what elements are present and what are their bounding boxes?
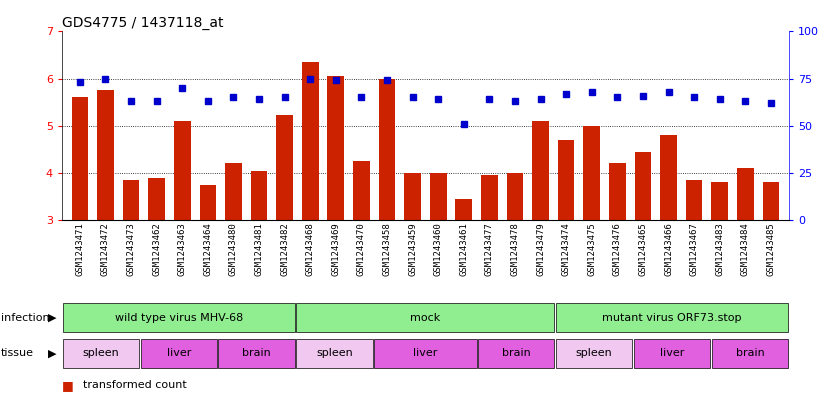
- Text: ▶: ▶: [48, 348, 56, 358]
- Bar: [149, 178, 165, 220]
- Text: GSM1243480: GSM1243480: [229, 222, 238, 276]
- Bar: [140, 339, 217, 368]
- Text: GSM1243474: GSM1243474: [562, 222, 571, 276]
- Bar: [609, 163, 625, 220]
- Bar: [634, 152, 651, 220]
- Bar: [558, 140, 574, 220]
- Text: wild type virus MHV-68: wild type virus MHV-68: [115, 313, 243, 323]
- Text: brain: brain: [502, 348, 530, 358]
- Text: GSM1243482: GSM1243482: [280, 222, 289, 276]
- Bar: [63, 303, 295, 332]
- Bar: [478, 339, 554, 368]
- Bar: [686, 180, 702, 220]
- Bar: [374, 339, 477, 368]
- Bar: [430, 173, 447, 220]
- Text: spleen: spleen: [83, 348, 119, 358]
- Text: GSM1243465: GSM1243465: [638, 222, 648, 276]
- Bar: [277, 116, 293, 220]
- Text: GSM1243484: GSM1243484: [741, 222, 750, 276]
- Bar: [63, 339, 139, 368]
- Bar: [583, 126, 600, 220]
- Text: GSM1243467: GSM1243467: [690, 222, 699, 276]
- Text: tissue: tissue: [1, 348, 34, 358]
- Bar: [556, 303, 788, 332]
- Bar: [481, 175, 498, 220]
- Text: GSM1243466: GSM1243466: [664, 222, 673, 276]
- Bar: [378, 79, 396, 220]
- Text: GSM1243475: GSM1243475: [587, 222, 596, 276]
- Text: GSM1243471: GSM1243471: [75, 222, 84, 276]
- Bar: [97, 90, 114, 220]
- Bar: [353, 161, 370, 220]
- Bar: [712, 339, 788, 368]
- Bar: [404, 173, 421, 220]
- Text: GSM1243479: GSM1243479: [536, 222, 545, 276]
- Text: liver: liver: [167, 348, 191, 358]
- Text: GSM1243477: GSM1243477: [485, 222, 494, 276]
- Text: GSM1243464: GSM1243464: [203, 222, 212, 276]
- Text: spleen: spleen: [316, 348, 353, 358]
- Text: mutant virus ORF73.stop: mutant virus ORF73.stop: [602, 313, 742, 323]
- Bar: [174, 121, 191, 220]
- Text: spleen: spleen: [576, 348, 613, 358]
- Text: ■: ■: [62, 378, 74, 392]
- Text: ▶: ▶: [48, 313, 56, 323]
- Bar: [660, 135, 676, 220]
- Bar: [297, 339, 373, 368]
- Bar: [737, 168, 753, 220]
- Text: infection: infection: [1, 313, 50, 323]
- Text: GSM1243462: GSM1243462: [152, 222, 161, 276]
- Text: GSM1243473: GSM1243473: [126, 222, 135, 276]
- Text: mock: mock: [411, 313, 440, 323]
- Text: GSM1243460: GSM1243460: [434, 222, 443, 276]
- Text: GSM1243483: GSM1243483: [715, 222, 724, 276]
- Text: liver: liver: [660, 348, 684, 358]
- Text: brain: brain: [735, 348, 764, 358]
- Text: GSM1243485: GSM1243485: [767, 222, 776, 276]
- Bar: [123, 180, 140, 220]
- Bar: [225, 163, 242, 220]
- Bar: [711, 182, 728, 220]
- Bar: [506, 173, 524, 220]
- Text: GSM1243463: GSM1243463: [178, 222, 187, 276]
- Bar: [301, 62, 319, 220]
- Bar: [634, 339, 710, 368]
- Bar: [556, 339, 632, 368]
- Bar: [219, 339, 295, 368]
- Text: GDS4775 / 1437118_at: GDS4775 / 1437118_at: [62, 16, 224, 30]
- Bar: [762, 182, 779, 220]
- Text: GSM1243458: GSM1243458: [382, 222, 392, 276]
- Text: brain: brain: [242, 348, 271, 358]
- Text: GSM1243459: GSM1243459: [408, 222, 417, 276]
- Text: GSM1243469: GSM1243469: [331, 222, 340, 276]
- Bar: [72, 97, 88, 220]
- Bar: [251, 171, 268, 220]
- Text: GSM1243481: GSM1243481: [254, 222, 263, 276]
- Text: GSM1243476: GSM1243476: [613, 222, 622, 276]
- Text: GSM1243478: GSM1243478: [510, 222, 520, 276]
- Text: liver: liver: [413, 348, 438, 358]
- Bar: [297, 303, 554, 332]
- Text: transformed count: transformed count: [83, 380, 187, 390]
- Text: GSM1243468: GSM1243468: [306, 222, 315, 276]
- Bar: [200, 185, 216, 220]
- Bar: [455, 199, 472, 220]
- Text: GSM1243470: GSM1243470: [357, 222, 366, 276]
- Text: GSM1243472: GSM1243472: [101, 222, 110, 276]
- Bar: [327, 76, 344, 220]
- Bar: [532, 121, 549, 220]
- Text: GSM1243461: GSM1243461: [459, 222, 468, 276]
